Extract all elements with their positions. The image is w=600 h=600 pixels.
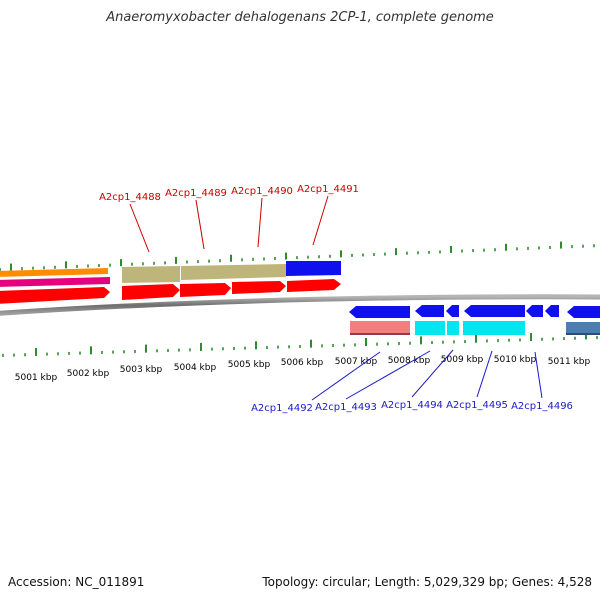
forward-label-leader — [195, 199, 205, 250]
gene-red-arrow-3[interactable] — [232, 281, 286, 294]
reverse-gene-label: A2cp1_4493 — [315, 402, 377, 413]
reverse-label-leader — [411, 349, 454, 398]
gene-orange-partial[interactable] — [0, 268, 108, 277]
inner-tick-marks — [2, 331, 598, 357]
scale-label: 5011 kbp — [548, 357, 591, 367]
genome-backbone-arc — [0, 294, 600, 316]
gene-steel-shadow — [566, 333, 600, 335]
reverse-label-leader — [534, 351, 543, 399]
reverse-gene-track — [349, 305, 600, 335]
gene-blue-a2cp1-4491[interactable] — [286, 261, 341, 276]
gene-red-arrow-1[interactable] — [122, 284, 180, 300]
genome-summary-text: Topology: circular; Length: 5,029,329 bp… — [262, 575, 592, 589]
forward-track-left-partial — [0, 268, 110, 304]
scale-label: 5001 kbp — [15, 373, 58, 383]
forward-label-leader — [257, 197, 263, 248]
reverse-label-leader — [345, 350, 431, 400]
gene-blue-a2cp1-4492[interactable] — [349, 306, 410, 318]
map-title: Anaeromyxobacter dehalogenans 2CP-1, com… — [106, 10, 494, 25]
gene-pink-shadow — [350, 333, 410, 335]
gene-blue-a2cp1-4493[interactable] — [415, 305, 444, 317]
forward-label-leader — [312, 195, 329, 246]
forward-gene-track — [122, 261, 341, 300]
forward-label-leader — [129, 203, 150, 253]
reverse-gene-label: A2cp1_4494 — [381, 400, 443, 411]
scale-label: 5002 kbp — [67, 369, 110, 379]
scale-label: 5004 kbp — [174, 363, 217, 373]
scale-label: 5008 kbp — [388, 356, 431, 366]
scale-label: 5007 kbp — [335, 357, 378, 367]
forward-gene-labels: A2cp1_4488 A2cp1_4489 A2cp1_4490 A2cp1_4491 — [99, 184, 359, 253]
backbone — [0, 294, 600, 316]
reverse-gene-labels: A2cp1_4492 A2cp1_4493 A2cp1_4494 A2cp1_4495… — [251, 349, 573, 414]
gene-red-partial[interactable] — [0, 287, 110, 304]
scale-labels: 5001 kbp 5002 kbp 5003 kbp 5004 kbp 5005 kbp… — [15, 355, 591, 383]
scale-label: 5003 kbp — [120, 365, 163, 375]
gene-blue-a2cp1-4495[interactable] — [464, 305, 525, 317]
outer-tick-marks — [0, 241, 595, 271]
gene-cyan-3[interactable] — [463, 321, 525, 335]
gene-blue-partial-right[interactable] — [567, 306, 600, 318]
reverse-gene-label: A2cp1_4492 — [251, 403, 313, 414]
gene-magenta-partial[interactable] — [0, 277, 110, 287]
scale-label: 5005 kbp — [228, 360, 271, 370]
gene-steel-partial[interactable] — [566, 322, 600, 335]
scale-label: 5010 kbp — [494, 355, 537, 365]
reverse-gene-label: A2cp1_4496 — [511, 401, 573, 412]
gene-pink[interactable] — [350, 321, 410, 335]
gene-blue-a2cp1-4496-b[interactable] — [545, 305, 559, 317]
forward-gene-label: A2cp1_4489 — [165, 188, 227, 199]
gene-olive-a2cp1-4489-4490[interactable] — [181, 264, 286, 280]
forward-gene-label: A2cp1_4491 — [297, 184, 359, 195]
reverse-gene-label: A2cp1_4495 — [446, 400, 508, 411]
forward-gene-label: A2cp1_4490 — [231, 186, 293, 197]
reverse-label-leader — [476, 350, 493, 398]
scale-label: 5006 kbp — [281, 358, 324, 368]
gene-red-arrow-2[interactable] — [180, 283, 231, 297]
gene-olive-a2cp1-4488[interactable] — [122, 266, 180, 283]
gene-cyan-2[interactable] — [447, 321, 459, 335]
accession-text: Accession: NC_011891 — [8, 575, 145, 589]
gene-blue-small[interactable] — [446, 305, 459, 317]
gene-cyan-1[interactable] — [415, 321, 445, 335]
scale-label: 5009 kbp — [441, 355, 484, 365]
gene-red-arrow-4[interactable] — [287, 279, 341, 292]
reverse-label-leader — [311, 351, 381, 401]
forward-gene-label: A2cp1_4488 — [99, 192, 161, 203]
gene-blue-a2cp1-4496-a[interactable] — [526, 305, 543, 317]
